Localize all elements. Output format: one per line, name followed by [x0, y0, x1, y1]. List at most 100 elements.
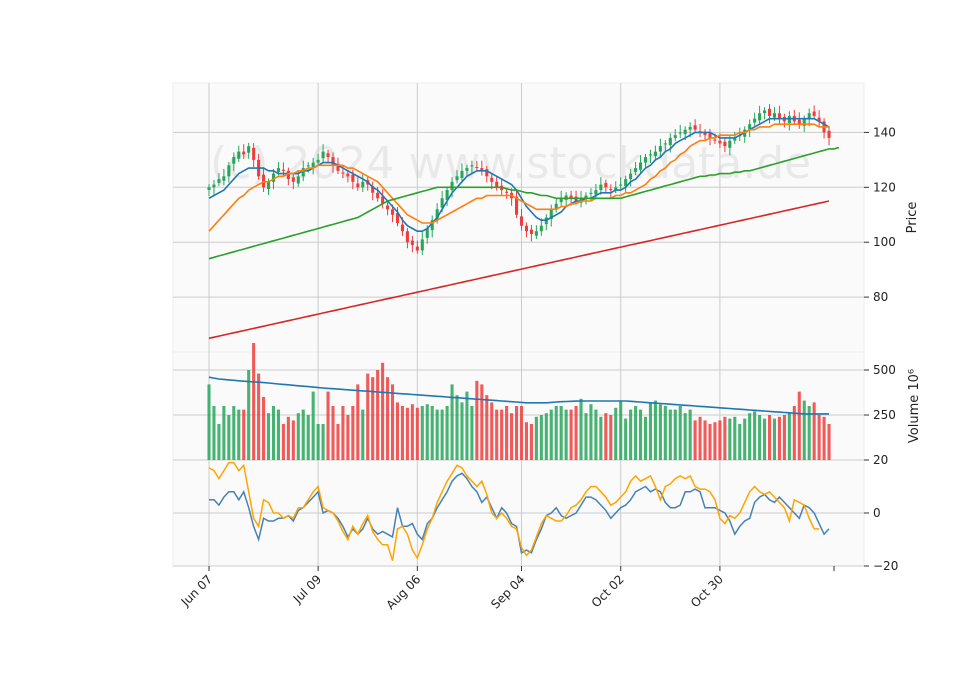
- volume-bar: [549, 409, 553, 460]
- volume-bar: [668, 409, 672, 460]
- volume-bar: [713, 422, 717, 460]
- volume-bar: [460, 402, 464, 460]
- volume-bar: [510, 413, 514, 460]
- ma-long-line: [208, 200, 830, 340]
- volume-bar: [678, 406, 682, 460]
- volume-bar: [400, 406, 404, 460]
- candle-body: [524, 225, 528, 232]
- volume-bar: [589, 404, 593, 460]
- candle-body: [529, 229, 533, 234]
- volume-bar: [763, 418, 767, 460]
- candle-body: [336, 163, 340, 171]
- x-tick-label: Oct 02: [589, 572, 627, 610]
- candle-body: [648, 154, 653, 156]
- volume-bar: [395, 402, 400, 460]
- volume-tick-label: 250: [873, 408, 896, 422]
- candle-body: [450, 181, 454, 191]
- candle-body: [480, 168, 484, 171]
- volume-ma-line: [208, 376, 829, 415]
- volume-bar: [723, 416, 727, 460]
- candle-body: [217, 179, 221, 183]
- volume-bar: [500, 409, 504, 460]
- volume-bar: [519, 406, 524, 460]
- candle-body: [589, 192, 593, 194]
- x-tick-label: Jun 07: [178, 572, 215, 609]
- candle-body: [361, 181, 365, 188]
- volume-bar: [743, 418, 747, 460]
- volume-bar: [356, 384, 360, 460]
- candle-body: [653, 151, 657, 157]
- candle-body: [787, 115, 791, 124]
- candle-body: [296, 176, 300, 184]
- volume-bar: [782, 415, 786, 460]
- candle-body: [346, 173, 350, 177]
- volume-bar: [643, 416, 648, 460]
- candle-body: [604, 182, 608, 188]
- volume-bar: [634, 406, 638, 460]
- volume-bar: [286, 416, 290, 460]
- volume-bar: [450, 384, 454, 460]
- candle-body: [559, 198, 563, 203]
- volume-bar: [266, 413, 271, 460]
- volume-bar: [524, 422, 528, 460]
- candle-body: [381, 196, 385, 204]
- candle-body: [643, 157, 648, 163]
- candle-body: [678, 132, 682, 134]
- candle-body: [668, 137, 672, 146]
- candle-body: [490, 177, 494, 182]
- volume-bar: [802, 400, 806, 460]
- volume-bar: [247, 370, 251, 460]
- volume-bar: [584, 413, 588, 460]
- volume-bar: [663, 406, 667, 460]
- volume-bar: [232, 406, 236, 460]
- candle-body: [728, 140, 732, 148]
- volume-bar: [748, 413, 752, 460]
- candle-body: [549, 209, 553, 220]
- candle-body: [827, 130, 831, 138]
- volume-bar: [237, 409, 241, 460]
- volume-bar: [505, 406, 509, 460]
- x-tick-label: Aug 06: [383, 572, 423, 612]
- candle-body: [569, 195, 573, 199]
- candle-body: [321, 151, 325, 159]
- volume-bar: [564, 409, 568, 460]
- volume-bar: [390, 384, 395, 460]
- candle-body: [390, 209, 395, 215]
- candle-body: [639, 162, 643, 170]
- volume-bar: [415, 407, 419, 460]
- volume-bar: [346, 415, 350, 460]
- volume-bar: [544, 413, 548, 460]
- candle-body: [252, 147, 256, 160]
- candle-body: [425, 228, 429, 238]
- volume-bar: [381, 362, 385, 460]
- price-tick-label: 140: [873, 125, 896, 139]
- volume-bar: [361, 409, 365, 460]
- candle-body: [227, 165, 231, 177]
- price-tick-label: 80: [873, 290, 888, 304]
- candle-body: [435, 209, 439, 221]
- volume-bar: [207, 384, 211, 460]
- volume-bar: [604, 413, 608, 460]
- volume-bar: [425, 404, 429, 460]
- volume-bar: [311, 391, 315, 460]
- candle-body: [232, 157, 236, 164]
- candle-body: [673, 135, 677, 138]
- volume-bar: [336, 424, 340, 460]
- volume-bar: [227, 415, 231, 460]
- volume-bar: [341, 406, 345, 460]
- candle-body: [276, 168, 280, 172]
- volume-bar: [594, 409, 598, 460]
- volume-bar: [738, 424, 742, 460]
- volume-bar: [728, 418, 732, 460]
- candle-body: [445, 190, 449, 200]
- candle-body: [415, 246, 419, 251]
- volume-bar: [252, 343, 256, 460]
- ma-slow-line: [208, 146, 840, 260]
- candle-body: [515, 196, 519, 215]
- volume-bar: [242, 409, 246, 460]
- candle-body: [371, 186, 375, 193]
- volume-bar: [331, 406, 335, 460]
- candle-body: [807, 113, 811, 119]
